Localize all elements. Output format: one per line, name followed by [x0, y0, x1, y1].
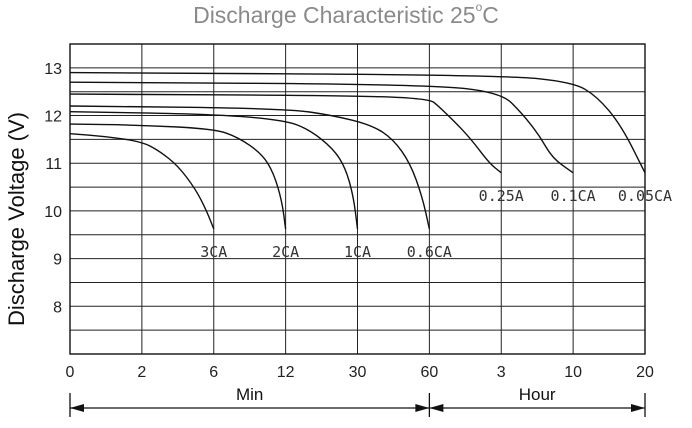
arrowhead-right-icon [415, 404, 430, 412]
chart-grid [69, 43, 646, 355]
discharge-curve [69, 105, 431, 230]
range-label: Hour [519, 385, 556, 404]
curve-label: 0.25A [479, 187, 524, 205]
chart-title-text: Discharge Characteristic 25 [193, 2, 476, 28]
y-tick-label: 13 [44, 61, 62, 78]
x-tick-label: 6 [209, 364, 218, 381]
arrowhead-left-icon [429, 404, 444, 412]
discharge-curve [69, 93, 502, 174]
curve-label: 0.6CA [407, 243, 452, 261]
chart-labels: 13 12 11 10 9 8 0 2 6 12 30 60 3 10 20 Discharge Voltag… [4, 61, 672, 381]
chart-axes: Min Hour [69, 385, 646, 417]
y-tick-label: 12 [44, 109, 62, 126]
curve-label: 0.05CA [618, 187, 672, 205]
curve-label: 1CA [344, 243, 371, 261]
y-tick-label: 10 [44, 204, 62, 221]
curve-label: 0.1CA [551, 187, 596, 205]
x-tick-label: 60 [420, 364, 438, 381]
range-label: Min [236, 385, 263, 404]
discharge-curve [69, 133, 215, 230]
y-axis-label: Discharge Voltage (V) [4, 112, 29, 326]
arrowhead-left-icon [70, 404, 84, 412]
chart-series [69, 71, 646, 230]
discharge-curve [69, 111, 359, 230]
x-tick-label: 3 [497, 364, 506, 381]
discharge-curve [69, 123, 287, 230]
x-tick-label: 10 [564, 364, 582, 381]
y-tick-label: 11 [45, 156, 62, 173]
x-tick-label: 12 [277, 364, 295, 381]
x-tick-label: 30 [349, 364, 367, 381]
x-tick-label: 20 [636, 364, 654, 381]
y-tick-label: 9 [53, 252, 62, 269]
y-tick-label: 8 [53, 299, 62, 316]
plot-frame [69, 43, 646, 355]
degree-mark: o [475, 0, 483, 14]
curve-label: 3CA [200, 243, 227, 261]
chart-title-unit: C [482, 2, 499, 28]
x-tick-label: 2 [137, 364, 146, 381]
x-tick-label: 0 [66, 364, 75, 381]
arrowhead-right-icon [631, 404, 645, 412]
discharge-curve [69, 71, 646, 174]
discharge-curve [69, 81, 574, 174]
chart-title: Discharge Characteristic 25oC [0, 0, 692, 29]
curve-label: 2CA [272, 243, 299, 261]
